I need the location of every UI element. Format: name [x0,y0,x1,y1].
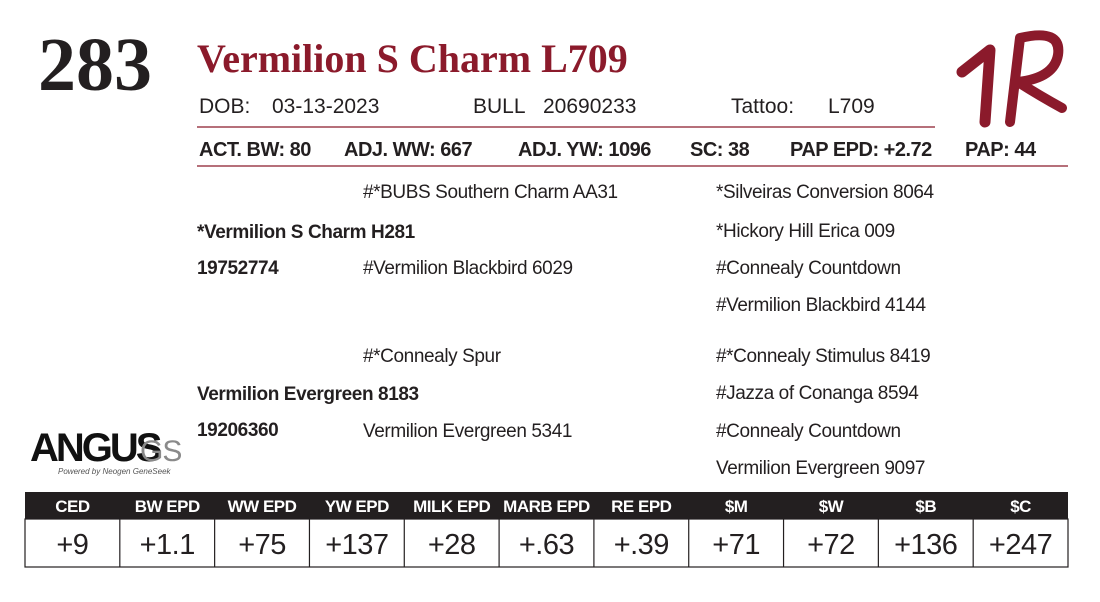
epd-header: RE EPD [611,497,672,516]
epd-value: +137 [325,529,388,561]
angus-logo: ANGUS GS Powered by Neogen GeneSeek [30,426,182,476]
sire-dam: #Vermilion Blackbird 6029 [363,258,573,279]
epd-value: +28 [428,529,476,561]
lot-number: 283 [38,23,152,107]
animal-name: Vermilion S Charm L709 [197,36,628,81]
epd-header: YW EPD [325,497,389,516]
epd-header: MARB EPD [503,497,590,516]
logo-main: ANGUS [30,426,162,470]
registration: 20690233 [543,95,636,118]
epd-value: +71 [712,529,760,561]
epd-value: +136 [894,529,957,561]
epd-header: WW EPD [228,497,297,516]
great-grandparent: *Silveiras Conversion 8064 [716,182,935,203]
epd-header: $W [819,497,845,516]
sire-registration: 19752774 [197,258,279,279]
dam-sire: #*Connealy Spur [363,346,502,367]
header-row [25,492,1068,519]
epd-value: +9 [56,529,88,561]
dam-name: Vermilion Evergreen 8183 [197,384,419,405]
info-line: DOB: 03-13-2023 BULL 20690233 Tattoo: L7… [199,95,875,118]
epd-value: +75 [238,529,286,561]
value-row [24,518,1069,568]
sex: BULL [473,95,526,118]
great-grandparent: #Jazza of Conanga 8594 [716,383,919,404]
epd-table: CED +9 BW EPD +1.1 WW EPD +75 YW EPD +137 MILK E… [24,492,1069,568]
great-grandparent: #Connealy Countdown [716,258,901,279]
stat: ADJ. YW: 1096 [518,139,651,161]
stats-line: ACT. BW: 80 ADJ. WW: 667 ADJ. YW: 1096 S… [199,139,1037,161]
epd-header: $B [915,497,936,516]
dob: 03-13-2023 [272,95,379,118]
epd-header: $M [725,497,748,516]
epd-value: +247 [989,529,1052,561]
epd-value: +.63 [519,529,574,561]
stat: PAP: 44 [965,139,1037,161]
epd-value: +1.1 [140,529,195,561]
epd-header: BW EPD [135,497,200,516]
great-grandparent: #Connealy Countdown [716,421,901,442]
epd-value: +72 [807,529,855,561]
sire-sire: #*BUBS Southern Charm AA31 [363,182,618,203]
great-grandparent: *Hickory Hill Erica 009 [716,221,895,242]
brand-mark [956,30,1067,128]
stat: ACT. BW: 80 [199,139,311,161]
dob-label: DOB: [199,95,250,118]
sire-name: *Vermilion S Charm H281 [197,222,416,243]
great-grandparent: #Vermilion Blackbird 4144 [716,295,927,316]
tattoo-label: Tattoo: [731,95,794,118]
dam-registration: 19206360 [197,420,278,441]
great-grandparent: #*Connealy Stimulus 8419 [716,346,930,367]
great-grandparent: Vermilion Evergreen 9097 [716,458,925,479]
epd-header: $C [1010,497,1031,516]
stat: ADJ. WW: 667 [344,139,472,161]
dam-dam: Vermilion Evergreen 5341 [363,421,572,442]
stat: SC: 38 [690,139,750,161]
stat: PAP EPD: +2.72 [790,139,932,161]
tattoo: L709 [828,95,875,118]
epd-value: +.39 [614,529,669,561]
logo-suffix: GS [140,435,181,468]
logo-tagline: Powered by Neogen GeneSeek [58,467,172,476]
epd-header: MILK EPD [413,497,490,516]
epd-header: CED [55,497,90,516]
